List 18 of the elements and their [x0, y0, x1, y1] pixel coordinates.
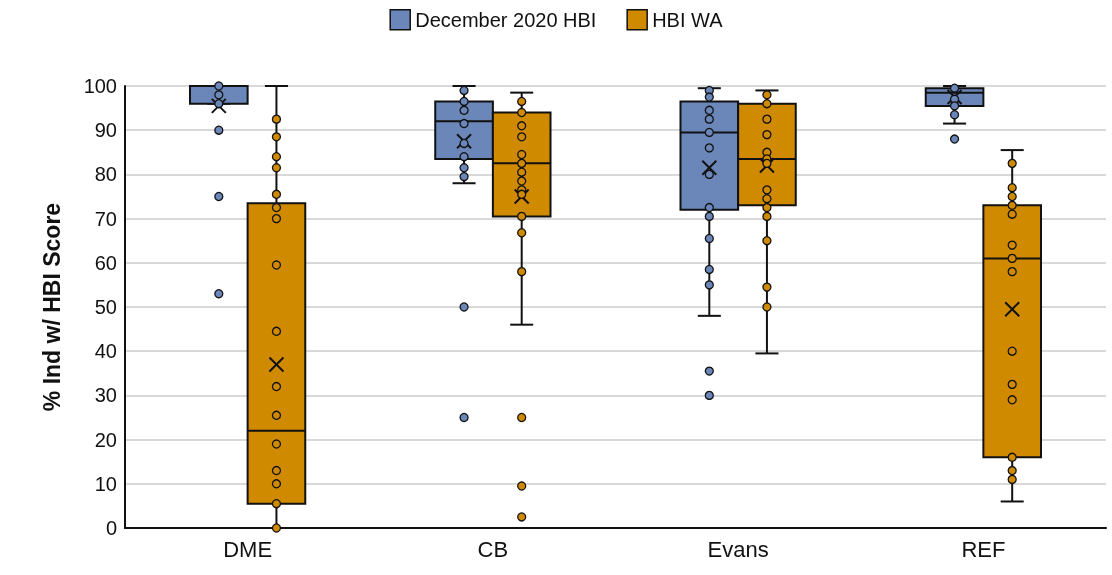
y-tick-label: 20	[94, 428, 117, 451]
x-tick-label: CB	[477, 536, 509, 562]
x-tick-label: Evans	[707, 536, 769, 562]
legend-label: December 2020 HBI	[415, 8, 597, 31]
y-tick-label: 10	[94, 472, 117, 495]
y-tick-label: 80	[94, 163, 117, 186]
x-tick-label: DME	[223, 536, 273, 562]
y-tick-label: 50	[94, 296, 117, 318]
x-tick-label: REF	[961, 536, 1006, 562]
y-tick-label: 100	[83, 75, 117, 97]
y-tick-label: 40	[94, 340, 117, 363]
legend-label: HBI WA	[652, 8, 724, 31]
y-tick-label: 0	[105, 517, 117, 539]
y-tick-label: 70	[94, 207, 117, 230]
y-tick-label: 60	[94, 251, 117, 274]
y-tick-label: 90	[94, 119, 117, 142]
y-tick-label: 30	[94, 384, 117, 407]
y-axis-title: % Ind w/ HBI Score	[38, 202, 65, 412]
